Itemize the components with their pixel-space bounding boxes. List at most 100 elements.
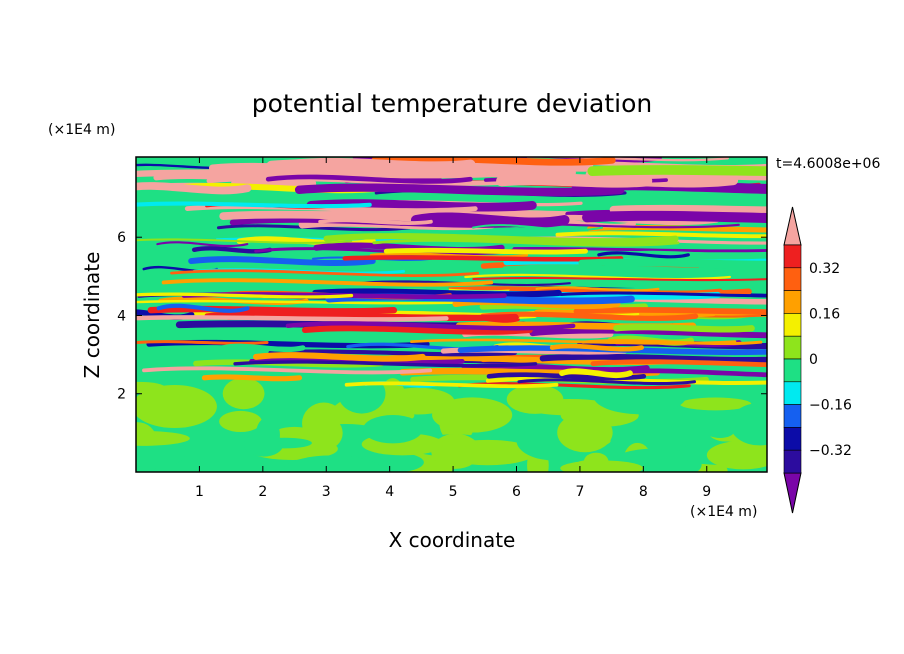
colorbar-tick-label: 0 bbox=[809, 352, 818, 368]
field-band bbox=[136, 292, 354, 299]
field-patch bbox=[705, 422, 735, 438]
plot-frame bbox=[135, 156, 768, 473]
field-band bbox=[285, 321, 576, 331]
colorbar-swatch bbox=[783, 358, 802, 383]
colorbar-swatch bbox=[783, 381, 802, 405]
field-band bbox=[136, 182, 252, 195]
x-tick-label: 8 bbox=[639, 484, 648, 500]
field-patch bbox=[243, 432, 284, 457]
colorbar-swatch bbox=[783, 244, 802, 269]
field-band bbox=[502, 264, 767, 274]
field-band bbox=[268, 349, 517, 357]
field-band bbox=[555, 231, 767, 239]
field-band bbox=[188, 256, 376, 267]
field-band bbox=[485, 376, 767, 385]
x-tick-label: 6 bbox=[512, 484, 521, 500]
x-axis-label: X coordinate bbox=[389, 528, 516, 552]
field-band bbox=[136, 299, 476, 305]
field-band bbox=[410, 212, 570, 228]
field-patch bbox=[172, 440, 265, 451]
field-band bbox=[587, 165, 767, 176]
field-band bbox=[529, 327, 767, 339]
field-patch bbox=[431, 433, 481, 469]
field-band bbox=[451, 316, 520, 323]
colorbar-tick-label: 0.16 bbox=[809, 306, 840, 322]
colorbar-swatch bbox=[783, 290, 802, 314]
field-band bbox=[559, 291, 767, 298]
field-patch bbox=[219, 410, 262, 433]
x-tick-label: 3 bbox=[322, 484, 331, 500]
colorbar-tick-label: −0.32 bbox=[809, 443, 852, 459]
field-band bbox=[161, 278, 494, 287]
y-axis-ticks: 2 4 6 bbox=[117, 230, 767, 403]
y-unit-label: (×1E4 m) bbox=[48, 122, 115, 138]
colorbar-swatch bbox=[783, 335, 802, 360]
field-band bbox=[136, 340, 269, 345]
field-band bbox=[559, 368, 633, 379]
field-band bbox=[581, 339, 763, 346]
y-tick-label: 6 bbox=[117, 230, 126, 246]
field-band bbox=[464, 273, 731, 281]
field-band bbox=[201, 374, 303, 382]
field-patch bbox=[557, 412, 613, 453]
field-band bbox=[147, 305, 398, 315]
field-band bbox=[597, 251, 690, 259]
field-band bbox=[573, 307, 767, 315]
colorbar-tick-label: 0.32 bbox=[809, 261, 840, 277]
y-axis-label: Z coordinate bbox=[80, 252, 104, 379]
field-band bbox=[472, 224, 604, 232]
colorbar-tick-label: −0.16 bbox=[809, 398, 852, 414]
field-patch bbox=[136, 430, 190, 446]
field-band bbox=[539, 353, 767, 364]
contour-field bbox=[136, 157, 767, 472]
colorbar-swatch bbox=[783, 404, 802, 428]
field-band bbox=[156, 303, 250, 313]
field-patch bbox=[282, 455, 383, 472]
field-band bbox=[549, 343, 644, 352]
x-tick-label: 1 bbox=[195, 484, 204, 500]
field-patch bbox=[679, 397, 752, 411]
colorbar-swatch bbox=[783, 427, 802, 451]
field-band bbox=[472, 276, 767, 282]
field-patch bbox=[338, 373, 386, 414]
field-band bbox=[220, 343, 306, 353]
x-tick-label: 5 bbox=[449, 484, 458, 500]
field-band bbox=[142, 366, 433, 375]
y-tick-label: 2 bbox=[117, 387, 126, 403]
field-patch bbox=[306, 416, 343, 451]
field-band bbox=[233, 360, 538, 368]
field-band bbox=[231, 176, 317, 191]
field-band bbox=[342, 255, 624, 262]
field-patch bbox=[136, 381, 166, 394]
field-band bbox=[184, 204, 478, 213]
field-patch bbox=[439, 402, 475, 444]
chart-title: potential temperature deviation bbox=[252, 89, 652, 118]
field-band bbox=[265, 174, 473, 184]
field-band bbox=[301, 325, 533, 335]
field-band bbox=[136, 201, 372, 209]
field-patch bbox=[222, 377, 265, 410]
field-band bbox=[578, 258, 767, 268]
field-band bbox=[517, 378, 697, 386]
field-band bbox=[318, 218, 433, 225]
field-band bbox=[496, 174, 653, 188]
field-band bbox=[136, 315, 449, 322]
field-band bbox=[371, 157, 616, 166]
field-band bbox=[344, 381, 559, 389]
field-band bbox=[590, 359, 767, 368]
field-patch bbox=[426, 460, 453, 472]
field-patch bbox=[363, 415, 423, 444]
field-band bbox=[369, 252, 529, 259]
colorbar-swatch bbox=[783, 313, 802, 337]
x-tick-label: 9 bbox=[702, 484, 711, 500]
field-band bbox=[613, 324, 755, 333]
field-band bbox=[216, 224, 412, 232]
field-band bbox=[323, 233, 679, 245]
colorbar-top-arrow bbox=[783, 206, 802, 246]
colorbar-swatch bbox=[783, 449, 802, 474]
field-band bbox=[136, 238, 353, 244]
field-band bbox=[411, 161, 478, 171]
field-band bbox=[609, 204, 767, 215]
field-patch bbox=[730, 402, 767, 446]
field-band bbox=[208, 162, 411, 174]
